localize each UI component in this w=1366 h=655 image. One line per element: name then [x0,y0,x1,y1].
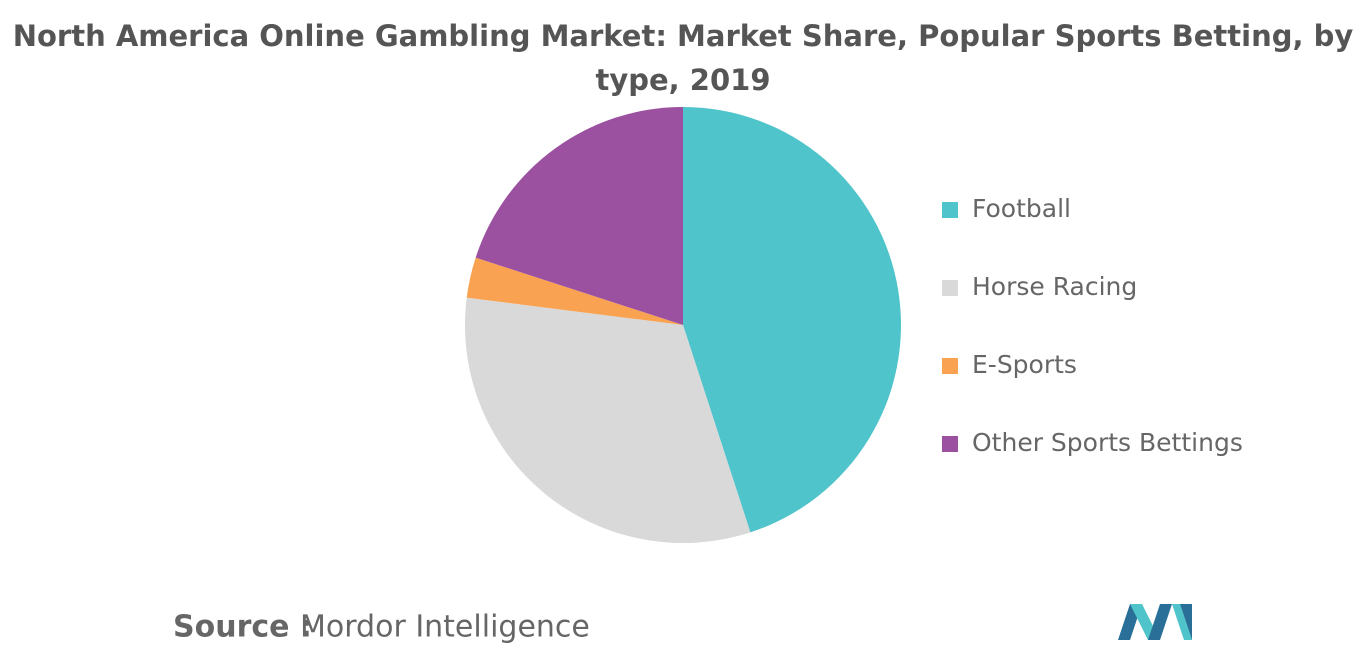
legend-swatch [942,202,958,218]
legend-label: E-Sports [972,350,1077,379]
legend-swatch [942,358,958,374]
pie-slice [466,257,683,325]
source-text: Mordor Intelligence [300,610,590,645]
legend-label: Other Sports Bettings [972,428,1243,457]
legend-swatch [942,436,958,452]
source-label: Source : [173,610,312,645]
legend-label: Horse Racing [972,272,1137,301]
legend-label: Football [972,194,1071,223]
pie-slice [683,107,901,533]
logo [1118,604,1192,640]
chart-title: North America Online Gambling Market: Ma… [12,19,1354,97]
legend-swatch [942,280,958,296]
pie-slice [464,297,751,543]
pie-slice [475,107,683,325]
